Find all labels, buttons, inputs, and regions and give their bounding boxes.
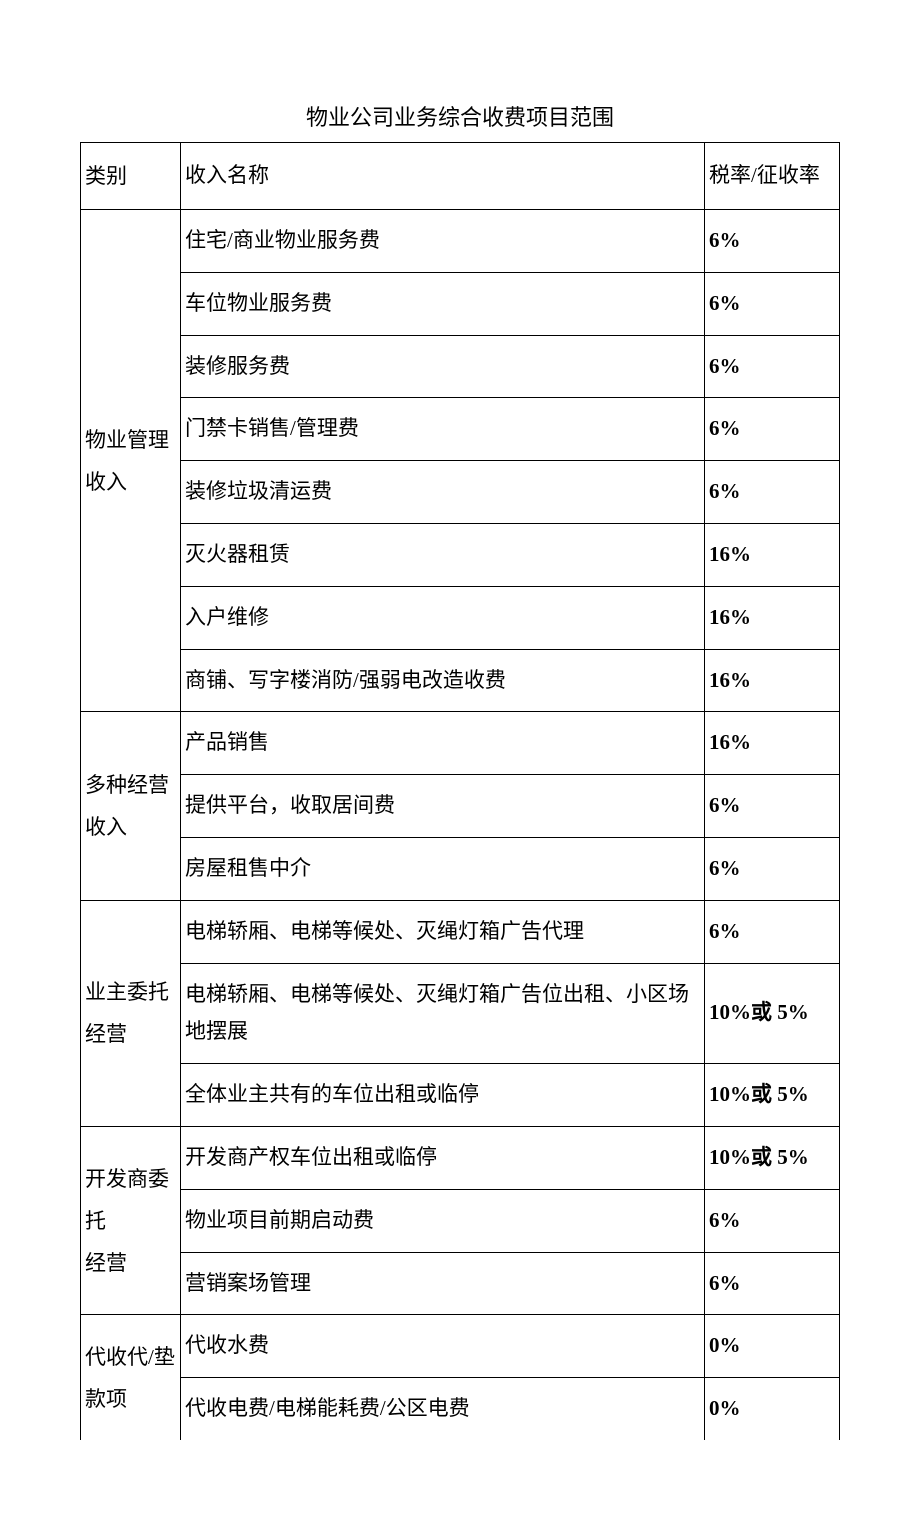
name-cell: 开发商产权车位出租或临停 (181, 1126, 705, 1189)
name-cell: 提供平台，收取居间费 (181, 775, 705, 838)
name-cell: 营销案场管理 (181, 1252, 705, 1315)
rate-cell: 10%或 5% (705, 1064, 840, 1127)
fee-table: 类别 收入名称 税率/征收率 物业管理 收入住宅/商业物业服务费6%车位物业服务… (80, 142, 840, 1440)
category-cell: 开发商委托 经营 (81, 1126, 181, 1314)
name-cell: 车位物业服务费 (181, 272, 705, 335)
table-row: 提供平台，收取居间费6% (81, 775, 840, 838)
rate-cell: 6% (705, 272, 840, 335)
table-row: 代收代/垫款项代收水费0% (81, 1315, 840, 1378)
table-row: 车位物业服务费6% (81, 272, 840, 335)
rate-cell: 6% (705, 1252, 840, 1315)
name-cell: 代收电费/电梯能耗费/公区电费 (181, 1378, 705, 1440)
rate-cell: 0% (705, 1378, 840, 1440)
table-row: 房屋租售中介6% (81, 837, 840, 900)
table-row: 多种经营收入产品销售16% (81, 712, 840, 775)
name-cell: 全体业主共有的车位出租或临停 (181, 1064, 705, 1127)
rate-cell: 0% (705, 1315, 840, 1378)
rate-cell: 6% (705, 775, 840, 838)
rate-cell: 10%或 5% (705, 963, 840, 1064)
table-row: 物业项目前期启动费6% (81, 1189, 840, 1252)
table-row: 代收电费/电梯能耗费/公区电费0% (81, 1378, 840, 1440)
rate-cell: 6% (705, 335, 840, 398)
rate-cell: 6% (705, 1189, 840, 1252)
table-row: 门禁卡销售/管理费6% (81, 398, 840, 461)
header-category: 类别 (81, 143, 181, 210)
name-cell: 电梯轿厢、电梯等候处、灭绳灯箱广告代理 (181, 900, 705, 963)
page-title: 物业公司业务综合收费项目范围 (80, 100, 840, 132)
rate-cell: 6% (705, 210, 840, 273)
rate-cell: 6% (705, 837, 840, 900)
name-cell: 入户维修 (181, 586, 705, 649)
table-row: 营销案场管理6% (81, 1252, 840, 1315)
table-row: 装修服务费6% (81, 335, 840, 398)
category-cell: 多种经营收入 (81, 712, 181, 900)
rate-cell: 10%或 5% (705, 1126, 840, 1189)
category-cell: 业主委托 经营 (81, 900, 181, 1126)
rate-cell: 16% (705, 649, 840, 712)
table-row: 业主委托 经营电梯轿厢、电梯等候处、灭绳灯箱广告代理6% (81, 900, 840, 963)
table-row: 入户维修16% (81, 586, 840, 649)
rate-cell: 6% (705, 398, 840, 461)
name-cell: 住宅/商业物业服务费 (181, 210, 705, 273)
table-row: 灭火器租赁16% (81, 523, 840, 586)
name-cell: 灭火器租赁 (181, 523, 705, 586)
name-cell: 装修垃圾清运费 (181, 461, 705, 524)
category-cell: 代收代/垫款项 (81, 1315, 181, 1440)
name-cell: 房屋租售中介 (181, 837, 705, 900)
rate-cell: 16% (705, 523, 840, 586)
table-row: 全体业主共有的车位出租或临停10%或 5% (81, 1064, 840, 1127)
rate-cell: 6% (705, 461, 840, 524)
rate-cell: 16% (705, 586, 840, 649)
name-cell: 装修服务费 (181, 335, 705, 398)
name-cell: 产品销售 (181, 712, 705, 775)
header-name: 收入名称 (181, 143, 705, 210)
rate-cell: 16% (705, 712, 840, 775)
header-row: 类别 收入名称 税率/征收率 (81, 143, 840, 210)
name-cell: 物业项目前期启动费 (181, 1189, 705, 1252)
name-cell: 电梯轿厢、电梯等候处、灭绳灯箱广告位出租、小区场地摆展 (181, 963, 705, 1064)
header-rate: 税率/征收率 (705, 143, 840, 210)
name-cell: 代收水费 (181, 1315, 705, 1378)
table-row: 物业管理 收入住宅/商业物业服务费6% (81, 210, 840, 273)
table-row: 开发商委托 经营开发商产权车位出租或临停10%或 5% (81, 1126, 840, 1189)
rate-cell: 6% (705, 900, 840, 963)
table-body: 类别 收入名称 税率/征收率 物业管理 收入住宅/商业物业服务费6%车位物业服务… (81, 143, 840, 1440)
table-row: 商铺、写字楼消防/强弱电改造收费16% (81, 649, 840, 712)
category-cell: 物业管理 收入 (81, 210, 181, 712)
name-cell: 门禁卡销售/管理费 (181, 398, 705, 461)
name-cell: 商铺、写字楼消防/强弱电改造收费 (181, 649, 705, 712)
table-row: 装修垃圾清运费6% (81, 461, 840, 524)
table-row: 电梯轿厢、电梯等候处、灭绳灯箱广告位出租、小区场地摆展10%或 5% (81, 963, 840, 1064)
